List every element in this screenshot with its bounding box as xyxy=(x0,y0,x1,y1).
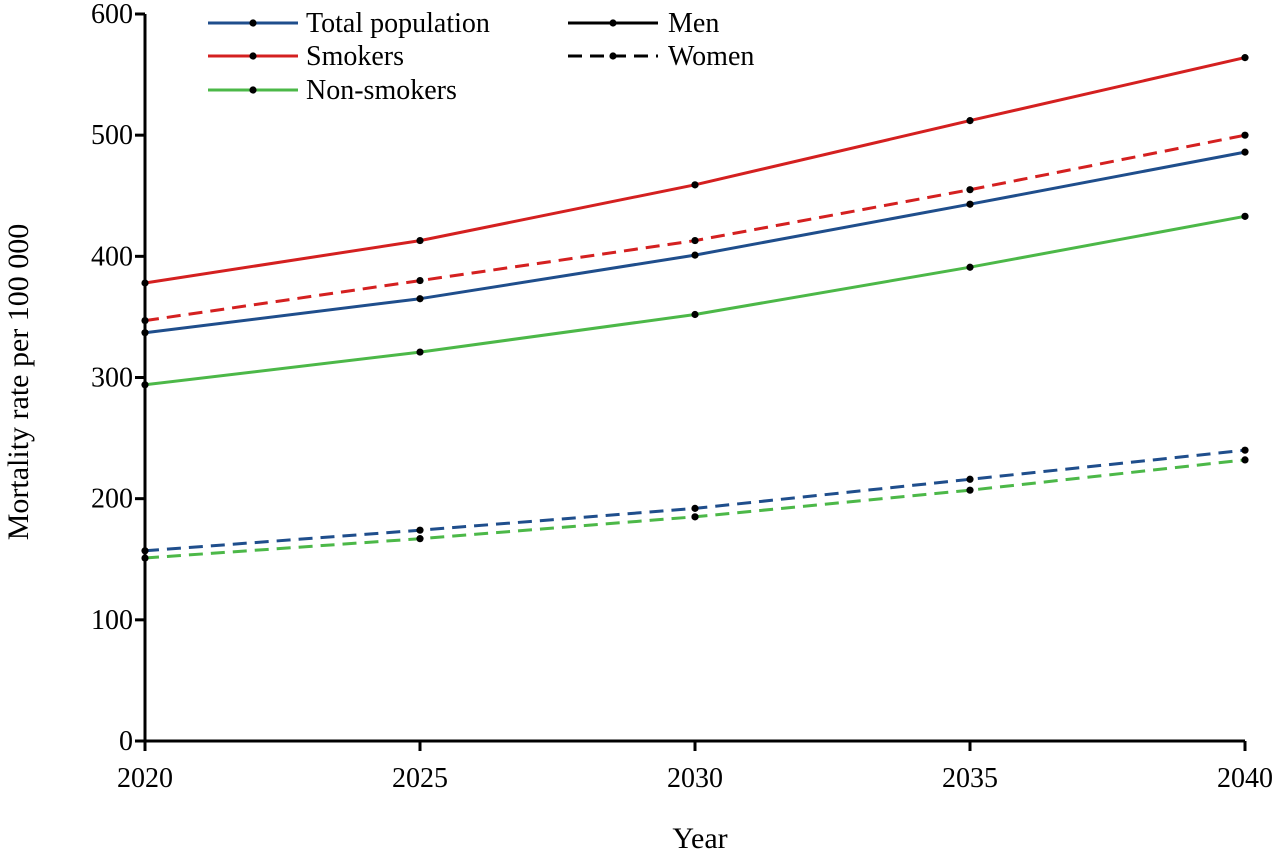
x-tick-label: 2025 xyxy=(392,763,448,794)
x-tick-label: 2040 xyxy=(1217,763,1273,794)
y-tick-label: 400 xyxy=(91,241,133,272)
data-point xyxy=(966,475,974,483)
data-point xyxy=(691,513,699,521)
data-point xyxy=(416,236,424,245)
data-point xyxy=(416,276,424,285)
data-point xyxy=(691,310,699,319)
y-tick-label: 300 xyxy=(91,363,133,394)
data-point xyxy=(141,554,149,562)
series-total-population-men xyxy=(141,148,1249,337)
data-point xyxy=(966,486,974,494)
data-point xyxy=(416,295,424,303)
legend-marker xyxy=(249,86,257,94)
series-layer xyxy=(141,54,1249,562)
data-point xyxy=(966,117,974,125)
series-line xyxy=(144,448,1246,553)
legend-entry-women: Women xyxy=(568,41,754,72)
data-point xyxy=(416,348,424,356)
data-point xyxy=(1241,54,1249,62)
data-point xyxy=(691,251,699,259)
legend-label: Total population xyxy=(306,8,490,39)
x-tick-label: 2030 xyxy=(667,763,723,794)
data-point xyxy=(966,186,974,194)
legend-marker xyxy=(249,19,257,27)
data-point xyxy=(966,200,974,208)
data-point xyxy=(1241,212,1249,220)
legend-marker xyxy=(609,19,617,27)
y-axis-title: Mortality rate per 100 000 xyxy=(2,224,35,541)
data-point xyxy=(141,279,149,287)
data-point xyxy=(691,236,699,245)
y-tick-label: 500 xyxy=(91,120,133,151)
x-tick-label: 2035 xyxy=(942,763,998,794)
data-point xyxy=(416,535,424,543)
data-point xyxy=(1241,148,1249,156)
data-point xyxy=(691,504,699,512)
legend-marker xyxy=(249,52,257,60)
x-axis-title: Year xyxy=(672,822,727,851)
series-smokers-men xyxy=(141,54,1249,287)
series-smokers-women xyxy=(141,131,1249,325)
legend-label: Smokers xyxy=(306,41,404,72)
legend-entry-non-smokers: Non-smokers xyxy=(208,75,457,106)
series-total-population-women xyxy=(141,446,1249,555)
series-non-smokers-men xyxy=(141,212,1249,389)
data-point xyxy=(141,329,149,337)
y-tick-label: 200 xyxy=(91,484,133,515)
data-point xyxy=(966,263,974,271)
data-point xyxy=(141,381,149,389)
data-point xyxy=(416,526,424,534)
series-line xyxy=(144,133,1246,323)
data-point xyxy=(691,181,699,189)
legend-label: Women xyxy=(668,41,754,72)
x-tick-label: 2020 xyxy=(117,763,173,794)
legend-entry-smokers: Smokers xyxy=(208,41,404,72)
y-tick-label: 600 xyxy=(91,0,133,30)
series-non-smokers-women xyxy=(141,456,1249,562)
legend-label: Non-smokers xyxy=(306,75,457,106)
data-point xyxy=(1241,456,1249,464)
legend-label: Men xyxy=(668,8,719,39)
data-point xyxy=(1241,446,1249,454)
data-point xyxy=(141,316,149,325)
axes: 0 100 200 300 400 500 600 2020 2025 2030 2035 2040 xyxy=(91,0,1273,794)
data-point xyxy=(141,547,149,555)
y-tick-label: 100 xyxy=(91,605,133,636)
legend-entry-total-population: Total population xyxy=(208,8,490,39)
legend-marker xyxy=(609,52,617,60)
legend-entry-men: Men xyxy=(568,8,719,39)
data-point xyxy=(1241,131,1249,139)
y-tick-label: 0 xyxy=(119,726,133,757)
